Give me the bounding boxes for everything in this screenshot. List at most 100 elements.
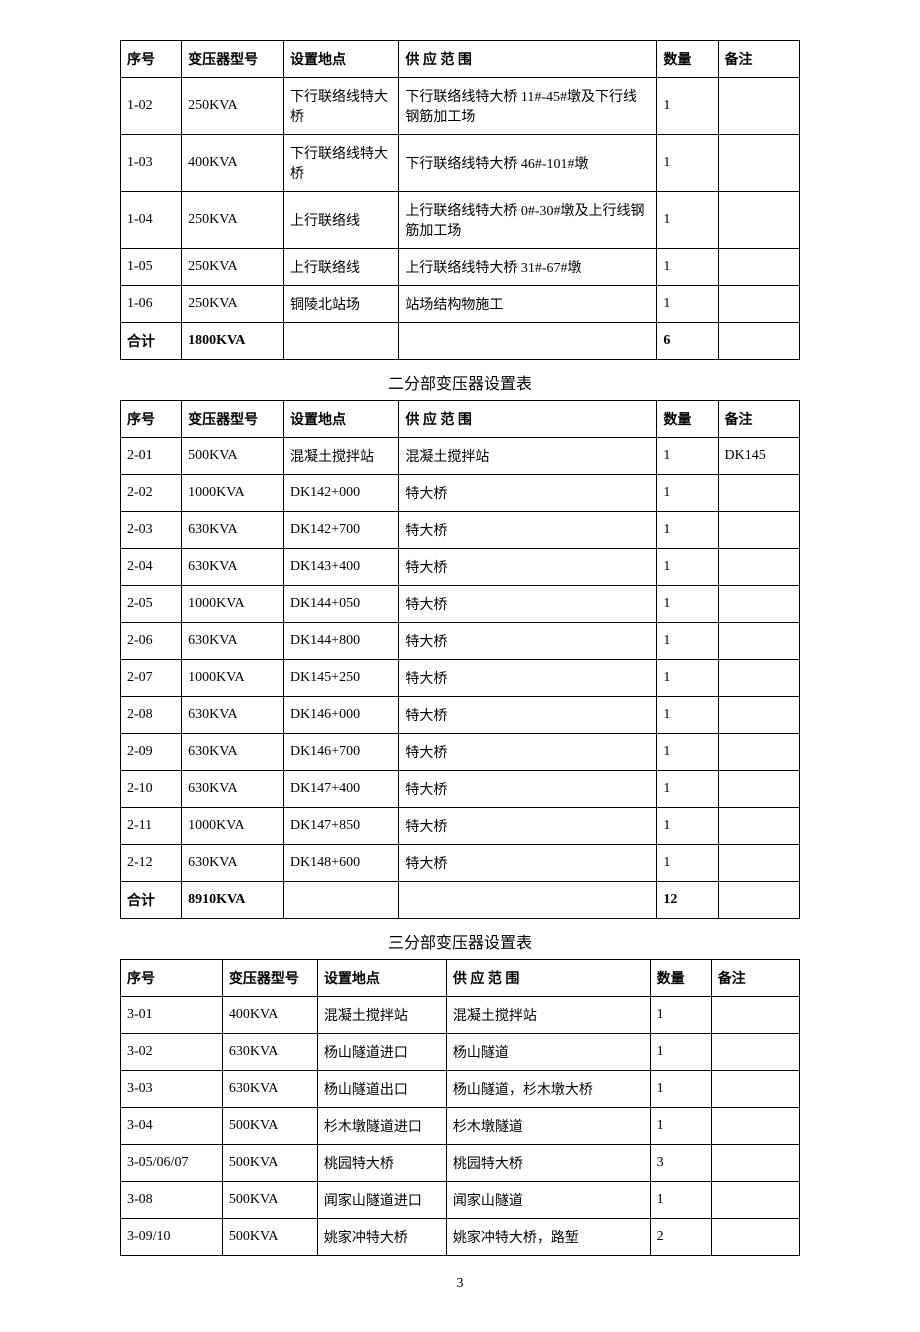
cell-seq: 3-03	[121, 1071, 223, 1108]
cell-model: 500KVA	[222, 1108, 317, 1145]
table-row: 1-04250KVA上行联络线上行联络线特大桥 0#-30#墩及上行线钢筋加工场…	[121, 192, 800, 249]
cell-remark	[718, 845, 800, 882]
cell-location: DK147+850	[283, 808, 398, 845]
cell-remark	[718, 135, 800, 192]
cell-scope: 特大桥	[399, 586, 657, 623]
cell-seq: 3-08	[121, 1182, 223, 1219]
cell-remark	[711, 1145, 799, 1182]
cell-scope: 特大桥	[399, 808, 657, 845]
cell-remark	[711, 1108, 799, 1145]
cell-remark	[718, 771, 800, 808]
cell-qty: 1	[650, 1071, 711, 1108]
cell-qty: 1	[650, 1182, 711, 1219]
cell-location: 上行联络线	[283, 192, 398, 249]
table-3-title: 三分部变压器设置表	[120, 929, 800, 953]
cell-scope: 闻家山隧道	[446, 1182, 650, 1219]
table-header-row: 序号 变压器型号 设置地点 供 应 范 围 数量 备注	[121, 41, 800, 78]
cell-remark	[718, 660, 800, 697]
cell-qty: 1	[657, 845, 718, 882]
cell-model: 1800KVA	[182, 323, 284, 360]
cell-model: 250KVA	[182, 249, 284, 286]
header-seq: 序号	[121, 41, 182, 78]
cell-scope: 桃园特大桥	[446, 1145, 650, 1182]
header-seq: 序号	[121, 401, 182, 438]
table-row: 2-051000KVADK144+050特大桥1	[121, 586, 800, 623]
cell-scope: 杉木墩隧道	[446, 1108, 650, 1145]
cell-seq: 2-06	[121, 623, 182, 660]
cell-qty: 1	[657, 771, 718, 808]
cell-scope	[399, 882, 657, 919]
cell-qty: 3	[650, 1145, 711, 1182]
cell-location: 杨山隧道出口	[317, 1071, 446, 1108]
cell-qty: 1	[657, 808, 718, 845]
cell-scope: 站场结构物施工	[399, 286, 657, 323]
cell-model: 630KVA	[182, 845, 284, 882]
cell-scope: 姚家冲特大桥，路堑	[446, 1219, 650, 1256]
table-row: 2-06630KVADK144+800特大桥1	[121, 623, 800, 660]
cell-model: 1000KVA	[182, 586, 284, 623]
cell-qty: 1	[657, 135, 718, 192]
cell-seq: 3-04	[121, 1108, 223, 1145]
cell-location: 闻家山隧道进口	[317, 1182, 446, 1219]
cell-model: 630KVA	[182, 771, 284, 808]
cell-scope: 上行联络线特大桥 31#-67#墩	[399, 249, 657, 286]
cell-seq: 3-05/06/07	[121, 1145, 223, 1182]
cell-seq: 2-07	[121, 660, 182, 697]
cell-remark	[711, 1034, 799, 1071]
cell-remark	[711, 1219, 799, 1256]
table-row: 1-05250KVA上行联络线上行联络线特大桥 31#-67#墩1	[121, 249, 800, 286]
table-row: 1-03400KVA下行联络线特大桥下行联络线特大桥 46#-101#墩1	[121, 135, 800, 192]
cell-location: 上行联络线	[283, 249, 398, 286]
cell-remark	[718, 323, 800, 360]
cell-location: 桃园特大桥	[317, 1145, 446, 1182]
cell-scope: 混凝土搅拌站	[399, 438, 657, 475]
cell-model: 630KVA	[182, 512, 284, 549]
header-qty: 数量	[657, 401, 718, 438]
cell-location: DK147+400	[283, 771, 398, 808]
header-remark: 备注	[718, 401, 800, 438]
table-3-body: 3-01400KVA混凝土搅拌站混凝土搅拌站13-02630KVA杨山隧道进口杨…	[121, 997, 800, 1256]
table-row: 3-02630KVA杨山隧道进口杨山隧道1	[121, 1034, 800, 1071]
cell-qty: 1	[650, 1108, 711, 1145]
cell-qty: 1	[657, 286, 718, 323]
table-row: 3-01400KVA混凝土搅拌站混凝土搅拌站1	[121, 997, 800, 1034]
cell-model: 1000KVA	[182, 808, 284, 845]
cell-seq: 2-01	[121, 438, 182, 475]
table-row: 2-021000KVADK142+000特大桥1	[121, 475, 800, 512]
header-scope: 供 应 范 围	[399, 401, 657, 438]
cell-location: 下行联络线特大桥	[283, 135, 398, 192]
cell-location: DK146+000	[283, 697, 398, 734]
cell-qty: 1	[657, 438, 718, 475]
header-scope: 供 应 范 围	[399, 41, 657, 78]
cell-qty: 1	[657, 249, 718, 286]
cell-qty: 6	[657, 323, 718, 360]
cell-location: DK146+700	[283, 734, 398, 771]
cell-scope: 特大桥	[399, 623, 657, 660]
cell-location	[283, 882, 398, 919]
cell-qty: 2	[650, 1219, 711, 1256]
cell-scope: 特大桥	[399, 697, 657, 734]
header-model: 变压器型号	[222, 960, 317, 997]
cell-remark	[718, 192, 800, 249]
table-header-row: 序号 变压器型号 设置地点 供 应 范 围 数量 备注	[121, 960, 800, 997]
table-row: 2-10630KVADK147+400特大桥1	[121, 771, 800, 808]
cell-qty: 1	[657, 660, 718, 697]
header-remark: 备注	[718, 41, 800, 78]
cell-scope: 杨山隧道，杉木墩大桥	[446, 1071, 650, 1108]
cell-remark	[711, 1182, 799, 1219]
header-model: 变压器型号	[182, 401, 284, 438]
cell-model: 630KVA	[182, 697, 284, 734]
cell-scope: 特大桥	[399, 549, 657, 586]
cell-seq: 2-09	[121, 734, 182, 771]
cell-seq: 1-02	[121, 78, 182, 135]
cell-seq: 1-06	[121, 286, 182, 323]
cell-location	[283, 323, 398, 360]
header-qty: 数量	[657, 41, 718, 78]
cell-model: 630KVA	[182, 549, 284, 586]
table-row: 3-09/10500KVA姚家冲特大桥姚家冲特大桥，路堑2	[121, 1219, 800, 1256]
cell-seq: 2-10	[121, 771, 182, 808]
transformer-table-3: 序号 变压器型号 设置地点 供 应 范 围 数量 备注 3-01400KVA混凝…	[120, 959, 800, 1256]
cell-seq: 合计	[121, 882, 182, 919]
cell-location: DK145+250	[283, 660, 398, 697]
table-row: 3-05/06/07500KVA桃园特大桥桃园特大桥3	[121, 1145, 800, 1182]
